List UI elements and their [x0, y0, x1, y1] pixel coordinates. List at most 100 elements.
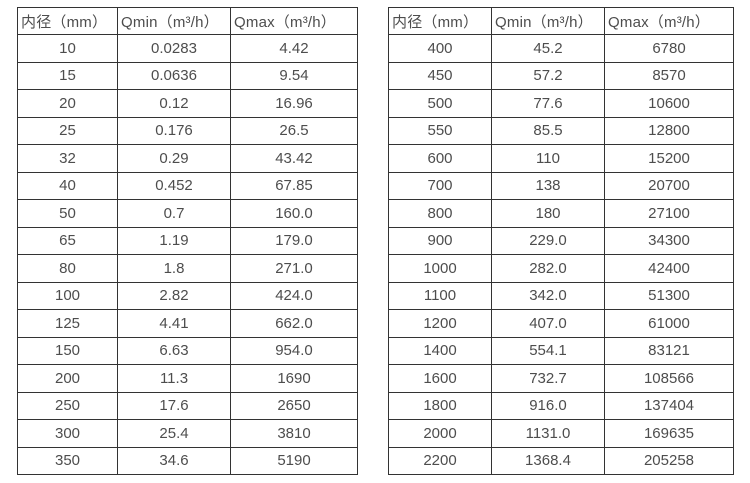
- column-header: Qmax（m³/h）: [604, 7, 734, 35]
- table-row: 50 0.7 160.0: [17, 199, 358, 228]
- table-cell: 43.42: [230, 144, 358, 173]
- table-cell: 2000: [388, 419, 492, 448]
- flow-range-tables: 内径（mm） Qmin（m³/h） Qmax（m³/h） 10 0.0283 4.42 1…: [17, 7, 734, 475]
- table-cell: 17.6: [117, 391, 231, 420]
- column-header: Qmin（m³/h）: [117, 7, 231, 35]
- table-cell: 32: [17, 144, 118, 173]
- table-header: 内径（mm） Qmin（m³/h） Qmax（m³/h）: [17, 7, 358, 35]
- table-cell: 51300: [604, 281, 734, 310]
- table-cell: 9.54: [230, 61, 358, 90]
- table-cell: 0.12: [117, 89, 231, 118]
- table-cell: 100: [17, 281, 118, 310]
- table-cell: 450: [388, 61, 492, 90]
- table-cell: 554.1: [491, 336, 605, 365]
- table-row: 80 1.8 271.0: [17, 254, 358, 283]
- table-cell: 10600: [604, 89, 734, 118]
- table-cell: 80: [17, 254, 118, 283]
- table-cell: 67.85: [230, 171, 358, 200]
- table-cell: 2650: [230, 391, 358, 420]
- table-cell: 65: [17, 226, 118, 255]
- table-cell: 45.2: [491, 34, 605, 63]
- table-row: 65 1.19 179.0: [17, 226, 358, 255]
- table-row: 1400 554.1 83121: [388, 336, 734, 365]
- table-row: 1200 407.0 61000: [388, 309, 734, 338]
- table-cell: 15200: [604, 144, 734, 173]
- table-cell: 26.5: [230, 116, 358, 145]
- table-cell: 8570: [604, 61, 734, 90]
- table-cell: 83121: [604, 336, 734, 365]
- table-cell: 350: [17, 446, 118, 475]
- table-cell: 0.29: [117, 144, 231, 173]
- table-cell: 700: [388, 171, 492, 200]
- table-cell: 1400: [388, 336, 492, 365]
- table-cell: 954.0: [230, 336, 358, 365]
- column-header: Qmin（m³/h）: [491, 7, 605, 35]
- table-cell: 200: [17, 364, 118, 393]
- table-cell: 20700: [604, 171, 734, 200]
- table-cell: 12800: [604, 116, 734, 145]
- table-cell: 77.6: [491, 89, 605, 118]
- flow-table-small-diameter: 内径（mm） Qmin（m³/h） Qmax（m³/h） 10 0.0283 4.42 1…: [17, 7, 358, 475]
- table-cell: 1.19: [117, 226, 231, 255]
- table-cell: 110: [491, 144, 605, 173]
- table-cell: 1600: [388, 364, 492, 393]
- table-row: 150 6.63 954.0: [17, 336, 358, 365]
- table-row: 400 45.2 6780: [388, 34, 734, 63]
- table-row: 200 11.3 1690: [17, 364, 358, 393]
- table-row: 1600 732.7 108566: [388, 364, 734, 393]
- table-cell: 85.5: [491, 116, 605, 145]
- table-cell: 180: [491, 199, 605, 228]
- table-cell: 1368.4: [491, 446, 605, 475]
- table-row: 800 180 27100: [388, 199, 734, 228]
- table-cell: 138: [491, 171, 605, 200]
- table-body: 400 45.2 6780 450 57.2 8570 500 77.6 10600 550 85.…: [388, 34, 734, 475]
- table-row: 600 110 15200: [388, 144, 734, 173]
- table-cell: 1200: [388, 309, 492, 338]
- table-cell: 16.96: [230, 89, 358, 118]
- table-cell: 424.0: [230, 281, 358, 310]
- table-row: 10 0.0283 4.42: [17, 34, 358, 63]
- table-cell: 61000: [604, 309, 734, 338]
- table-cell: 15: [17, 61, 118, 90]
- table-row: 25 0.176 26.5: [17, 116, 358, 145]
- table-cell: 250: [17, 391, 118, 420]
- table-row: 15 0.0636 9.54: [17, 61, 358, 90]
- table-cell: 407.0: [491, 309, 605, 338]
- table-row: 40 0.452 67.85: [17, 171, 358, 200]
- header-row: 内径（mm） Qmin（m³/h） Qmax（m³/h）: [17, 7, 358, 35]
- table-cell: 1800: [388, 391, 492, 420]
- table-cell: 42400: [604, 254, 734, 283]
- table-cell: 342.0: [491, 281, 605, 310]
- flow-table-large-diameter: 内径（mm） Qmin（m³/h） Qmax（m³/h） 400 45.2 6780 45…: [388, 7, 734, 475]
- table-cell: 662.0: [230, 309, 358, 338]
- table-header: 内径（mm） Qmin（m³/h） Qmax（m³/h）: [388, 7, 734, 35]
- table-cell: 10: [17, 34, 118, 63]
- table-cell: 500: [388, 89, 492, 118]
- table-cell: 1690: [230, 364, 358, 393]
- column-header: 内径（mm）: [388, 7, 492, 35]
- table-cell: 0.0636: [117, 61, 231, 90]
- table-cell: 2.82: [117, 281, 231, 310]
- table-row: 2200 1368.4 205258: [388, 446, 734, 475]
- table-cell: 179.0: [230, 226, 358, 255]
- table-cell: 205258: [604, 446, 734, 475]
- column-header: Qmax（m³/h）: [230, 7, 358, 35]
- table-cell: 400: [388, 34, 492, 63]
- table-body: 10 0.0283 4.42 15 0.0636 9.54 20 0.12 16.96 25 0.1…: [17, 34, 358, 475]
- table-row: 1100 342.0 51300: [388, 281, 734, 310]
- table-cell: 108566: [604, 364, 734, 393]
- table-cell: 3810: [230, 419, 358, 448]
- table-row: 1000 282.0 42400: [388, 254, 734, 283]
- table-cell: 282.0: [491, 254, 605, 283]
- table-row: 350 34.6 5190: [17, 446, 358, 475]
- table-cell: 6.63: [117, 336, 231, 365]
- table-cell: 1100: [388, 281, 492, 310]
- table-cell: 0.0283: [117, 34, 231, 63]
- column-header: 内径（mm）: [17, 7, 118, 35]
- table-cell: 34300: [604, 226, 734, 255]
- table-cell: 20: [17, 89, 118, 118]
- table-row: 550 85.5 12800: [388, 116, 734, 145]
- table-cell: 732.7: [491, 364, 605, 393]
- table-row: 2000 1131.0 169635: [388, 419, 734, 448]
- table-row: 300 25.4 3810: [17, 419, 358, 448]
